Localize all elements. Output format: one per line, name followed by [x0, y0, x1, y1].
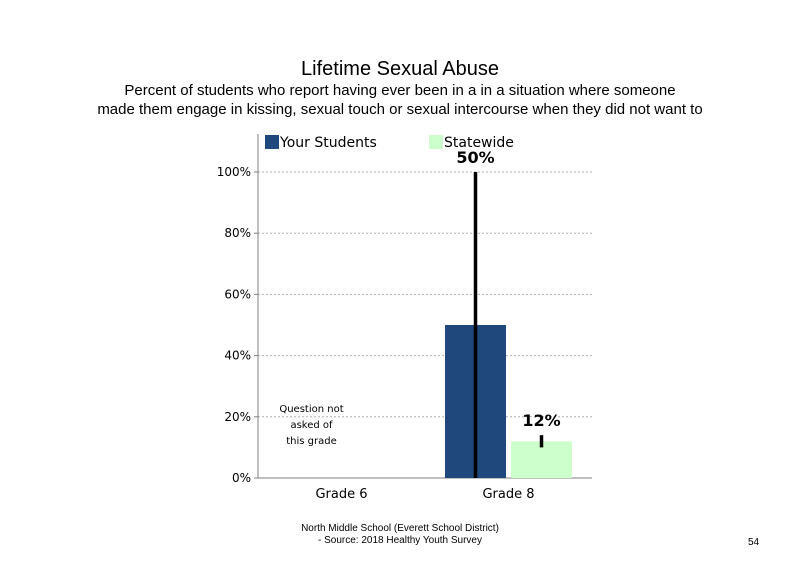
source-footer: North Middle School (Everett School Dist…: [0, 523, 800, 547]
chart-subtitle: Percent of students who report having ev…: [0, 81, 800, 119]
chart-title: Lifetime Sexual Abuse: [301, 58, 499, 80]
legend-label: Your Students: [279, 135, 377, 151]
y-tick-label: 0%: [232, 471, 251, 485]
legend-label: Statewide: [444, 135, 514, 151]
y-tick-label: 80%: [224, 226, 251, 240]
legend-swatch: [265, 135, 279, 149]
y-tick-label: 40%: [224, 349, 251, 363]
page-number: 54: [748, 537, 760, 548]
y-tick-label: 20%: [224, 410, 251, 424]
annotation-text: asked of: [290, 420, 333, 431]
footer-school: North Middle School (Everett School Dist…: [301, 523, 499, 534]
annotation-text: Question not: [279, 404, 343, 415]
legend-swatch: [429, 135, 443, 149]
subtitle-line-1: Percent of students who report having ev…: [124, 82, 676, 99]
footer-source: - Source: 2018 Healthy Youth Survey: [318, 535, 482, 546]
x-tick-label: Grade 6: [315, 487, 367, 502]
x-tick-label: Grade 8: [482, 487, 534, 502]
y-tick-label: 60%: [224, 287, 251, 301]
annotation-text: this grade: [286, 436, 337, 447]
data-label: 50%: [456, 148, 494, 167]
data-label: 12%: [522, 411, 560, 430]
y-tick-label: 100%: [217, 165, 251, 179]
subtitle-line-2: made them engage in kissing, sexual touc…: [97, 101, 703, 118]
